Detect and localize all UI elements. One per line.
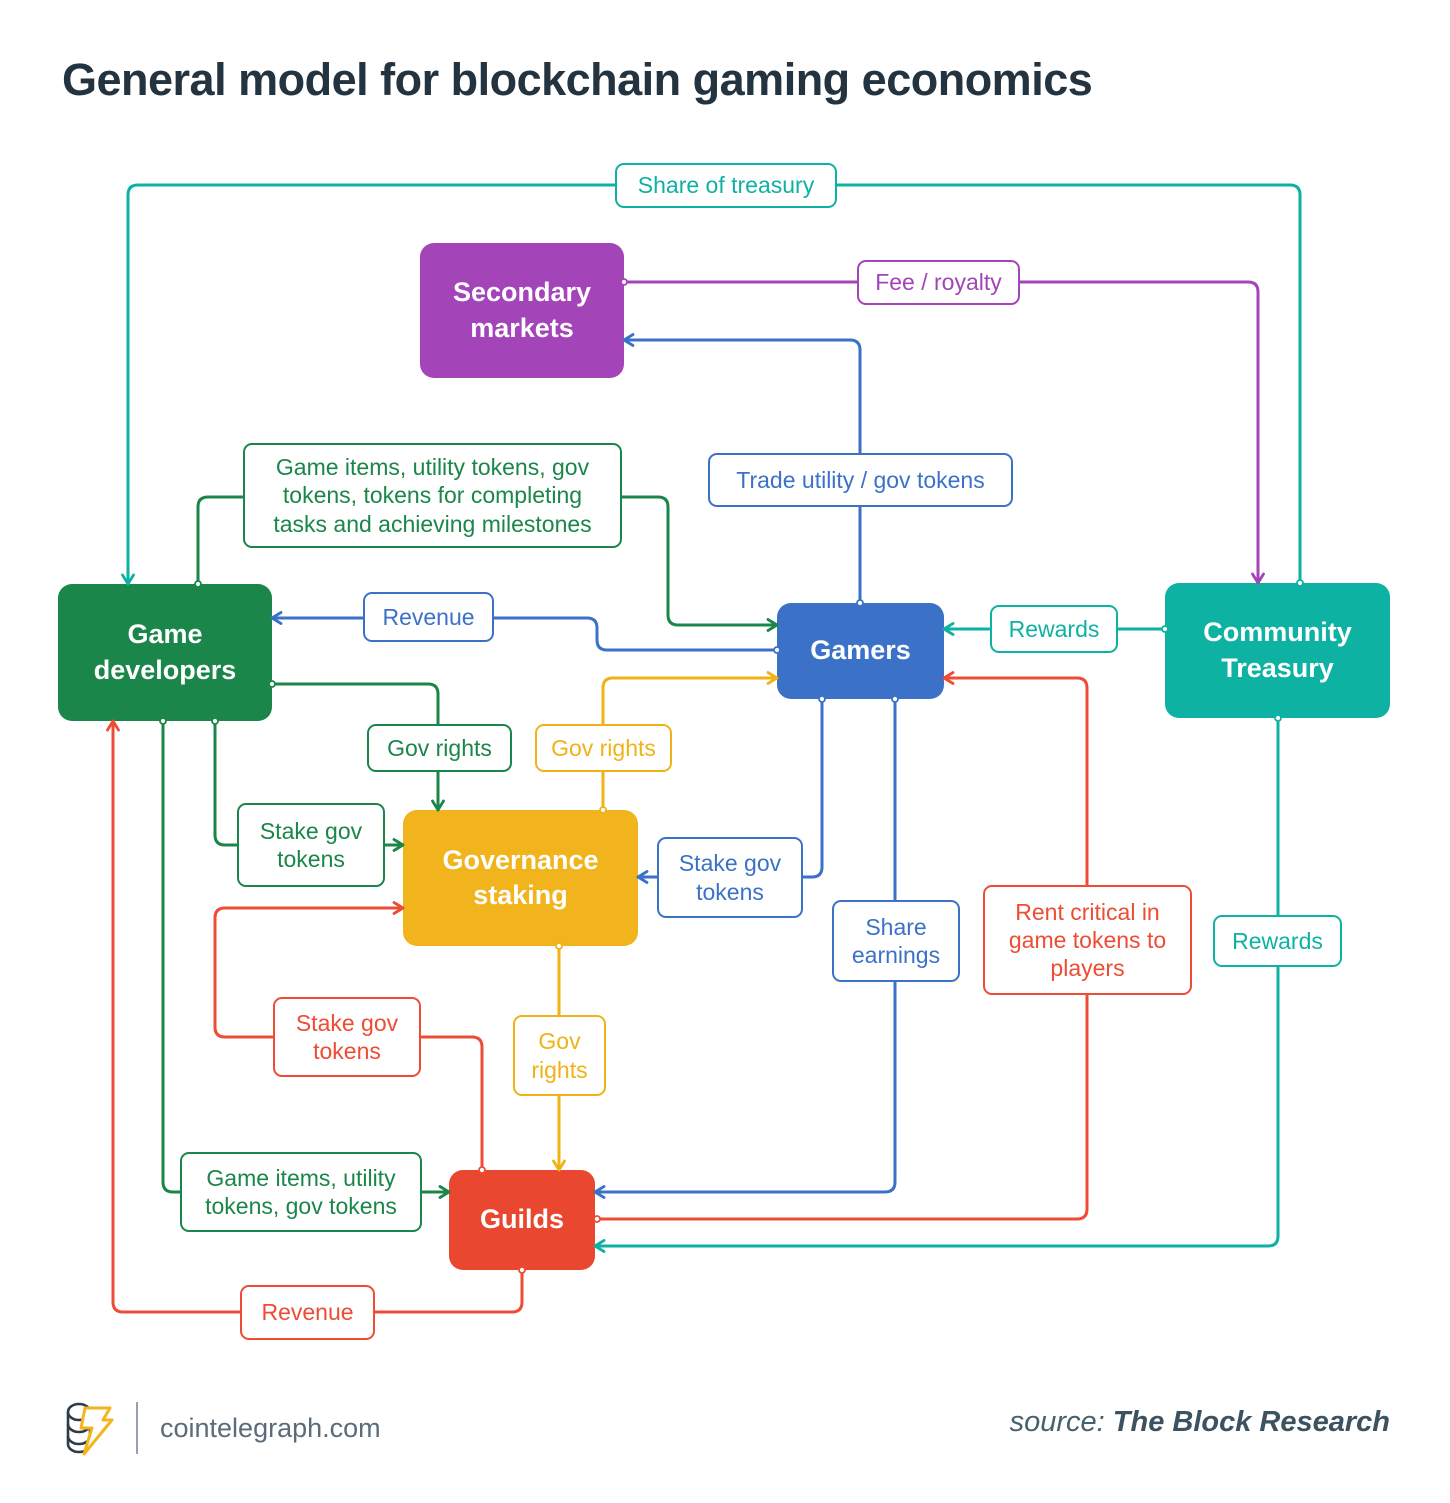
source-name: The Block Research	[1112, 1406, 1390, 1438]
footer: cointelegraph.com source: The Block Rese…	[0, 1392, 1450, 1462]
edge-label-rent-critical: Rent critical in game tokens to players	[983, 885, 1192, 995]
brand: cointelegraph.com	[58, 1398, 381, 1458]
edge-label-game-items-short: Game items, utility tokens, gov tokens	[180, 1152, 422, 1232]
footer-site-text: cointelegraph.com	[160, 1412, 381, 1443]
edge-line-rewards-to-guilds	[593, 714, 1282, 1253]
cointelegraph-logo-icon	[66, 1402, 114, 1456]
edge-label-stake-gov-red: Stake gov tokens	[273, 997, 421, 1077]
node-community-treasury: Community Treasury	[1165, 583, 1390, 718]
edge-label-revenue-blue: Revenue	[363, 592, 494, 642]
source-prefix: source:	[1009, 1406, 1113, 1438]
edge-label-gov-rights-lower: Gov rights	[513, 1015, 606, 1096]
node-label: Community Treasury	[1203, 617, 1352, 683]
node-label: Secondary markets	[452, 277, 592, 343]
edge-label-share-earnings: Share earnings	[832, 900, 960, 982]
edge-label-share-of-treasury: Share of treasury	[615, 163, 837, 208]
edge-line-fee-royalty	[620, 278, 1265, 585]
edge-label-gov-rights-green: Gov rights	[367, 724, 512, 772]
footer-divider	[136, 1402, 138, 1454]
node-secondary-markets: Secondary markets	[420, 243, 624, 378]
edge-label-fee-royalty: Fee / royalty	[857, 260, 1020, 305]
edge-label-gov-rights-yellow: Gov rights	[535, 724, 672, 772]
node-label: Gamers	[810, 635, 911, 666]
edge-label-revenue-red: Revenue	[240, 1285, 375, 1340]
edge-label-trade-utility-gov-tokens: Trade utility / gov tokens	[708, 453, 1013, 507]
node-label: Game developers	[93, 619, 237, 685]
edge-line-revenue-to-developers	[270, 611, 781, 654]
edge-label-rewards-right: Rewards	[1213, 915, 1342, 967]
edge-label-game-items-long: Game items, utility tokens, gov tokens, …	[243, 443, 622, 548]
edge-label-stake-gov-green: Stake gov tokens	[237, 803, 385, 887]
edge-label-rewards-top: Rewards	[990, 605, 1118, 653]
page-title: General model for blockchain gaming econ…	[62, 54, 1093, 105]
source-credit: source: The Block Research	[1010, 1406, 1390, 1439]
edge-line-game-items-to-guilds	[159, 717, 451, 1199]
edge-label-stake-gov-blue: Stake gov tokens	[657, 837, 803, 918]
edge-line-gov-rights-developers	[268, 680, 445, 812]
edge-line-trade-utility-gov-tokens	[622, 333, 864, 607]
